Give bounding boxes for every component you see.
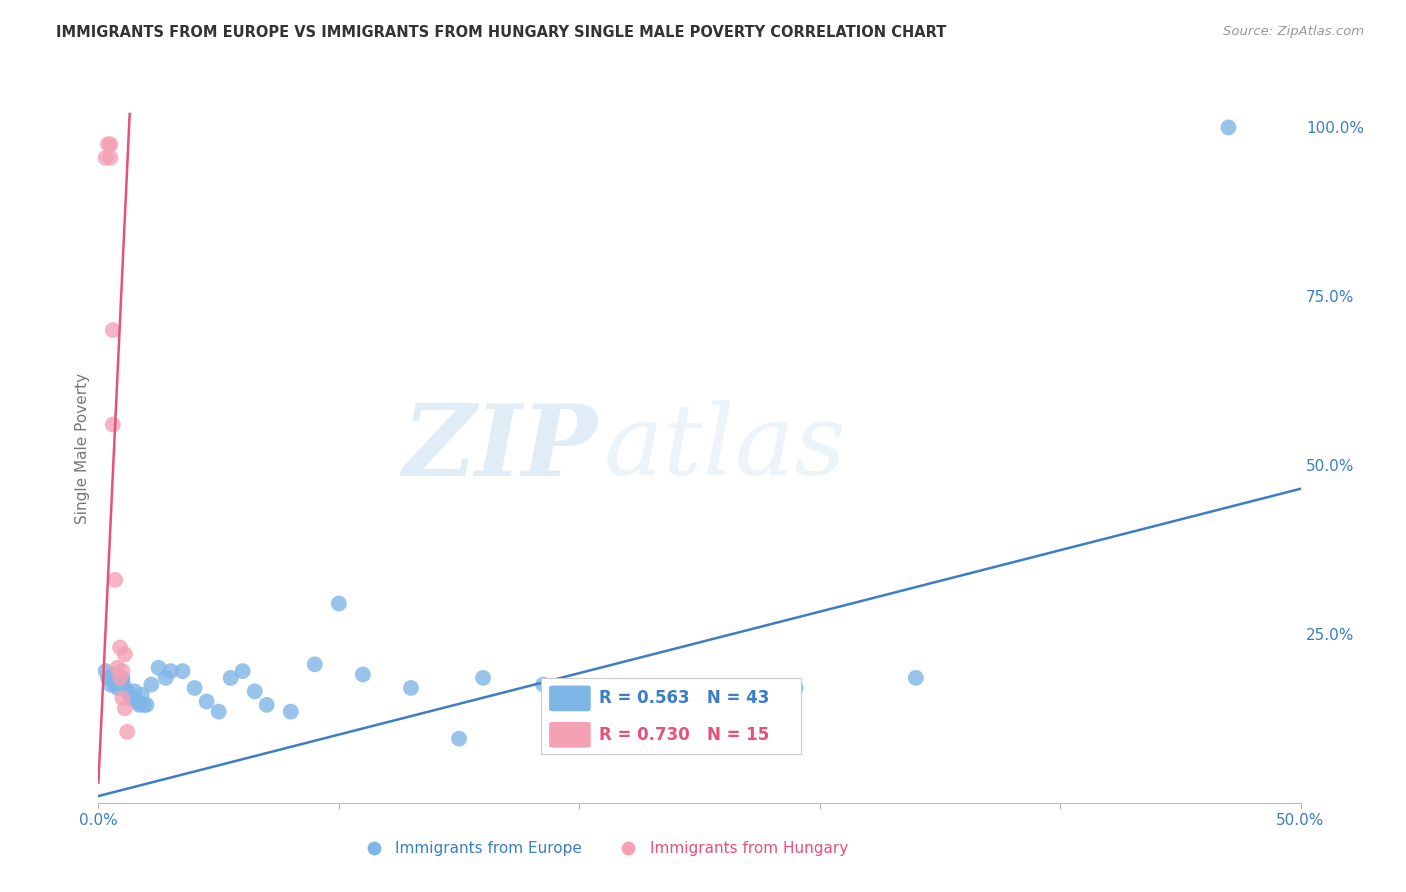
Point (785, 681, 807, 695)
Point (280, 705, 302, 719)
Point (94, 151, 117, 165)
Point (107, 661, 129, 675)
Text: R = 0.730   N = 15: R = 0.730 N = 15 (599, 726, 769, 744)
Point (104, 678, 127, 692)
Point (111, 671, 134, 685)
Point (352, 667, 374, 681)
Point (100, 137, 122, 152)
Point (159, 664, 181, 678)
Point (472, 671, 495, 685)
Point (107, 681, 129, 695)
Point (183, 681, 205, 695)
Point (399, 681, 422, 695)
Point (101, 667, 124, 681)
Point (555, 691, 578, 706)
Legend: Immigrants from Europe, Immigrants from Hungary: Immigrants from Europe, Immigrants from … (353, 835, 853, 863)
Point (141, 678, 163, 692)
Text: R = 0.563   N = 43: R = 0.563 N = 43 (599, 690, 769, 707)
Point (111, 691, 134, 706)
Point (208, 705, 231, 719)
Point (114, 701, 136, 715)
Point (114, 647, 136, 661)
Point (132, 698, 155, 712)
Point (108, 671, 131, 685)
Point (117, 724, 139, 739)
Y-axis label: Single Male Poverty: Single Male Poverty (75, 373, 90, 524)
FancyBboxPatch shape (550, 685, 591, 711)
Point (148, 661, 170, 675)
Point (121, 691, 143, 706)
Point (195, 694, 218, 708)
Point (128, 698, 150, 712)
Point (125, 694, 148, 708)
Point (97, 671, 120, 685)
Point (104, 573, 127, 587)
Text: Source: ZipAtlas.com: Source: ZipAtlas.com (1223, 25, 1364, 38)
Point (124, 684, 146, 698)
Point (304, 657, 326, 672)
Point (94, 664, 117, 678)
Text: ZIP: ZIP (402, 400, 598, 497)
Text: atlas: atlas (603, 401, 846, 496)
Text: IMMIGRANTS FROM EUROPE VS IMMIGRANTS FROM HUNGARY SINGLE MALE POVERTY CORRELATIO: IMMIGRANTS FROM EUROPE VS IMMIGRANTS FRO… (56, 25, 946, 40)
Point (243, 684, 266, 698)
Point (111, 674, 134, 689)
Point (256, 698, 278, 712)
Point (100, 678, 122, 692)
FancyBboxPatch shape (550, 722, 591, 747)
Point (1218, 120, 1240, 135)
Point (114, 681, 136, 695)
Point (100, 151, 122, 165)
Point (117, 684, 139, 698)
Point (108, 640, 131, 655)
Point (108, 671, 131, 685)
Point (135, 698, 157, 712)
Point (155, 671, 177, 685)
Point (172, 664, 194, 678)
Point (531, 678, 554, 692)
Point (101, 323, 124, 337)
Point (111, 664, 134, 678)
Point (131, 688, 153, 702)
Point (101, 417, 124, 432)
Point (97, 137, 120, 152)
Point (118, 688, 141, 702)
Point (219, 671, 242, 685)
Point (447, 731, 470, 746)
Point (328, 597, 350, 611)
Point (904, 671, 927, 685)
Point (232, 664, 254, 678)
